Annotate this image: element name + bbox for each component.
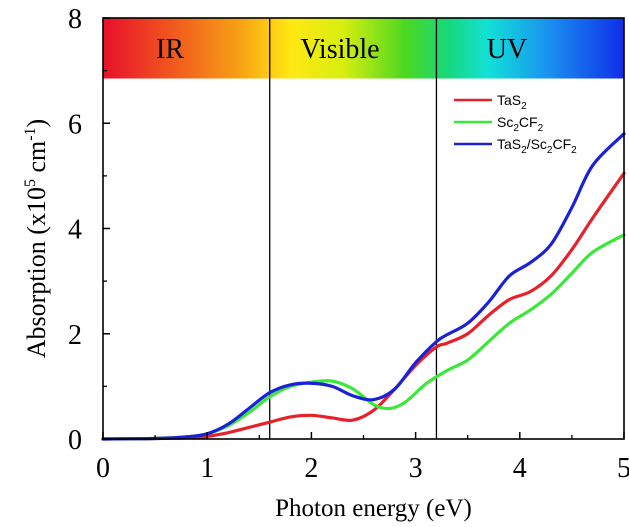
y-tick-label: 0 — [68, 425, 82, 456]
band-label-uv: UV — [487, 34, 527, 65]
x-tick-label: 5 — [617, 453, 629, 484]
x-axis-label: Photon energy (eV) — [275, 495, 472, 522]
band-label-visible: Visible — [300, 34, 379, 65]
legend-entry: TaS2 — [497, 92, 527, 112]
x-tick-label: 3 — [409, 453, 423, 484]
series-line-1 — [101, 171, 626, 441]
x-tick-label: 2 — [304, 453, 318, 484]
plot-frame — [102, 17, 625, 440]
x-tick-label: 0 — [96, 453, 110, 484]
y-tick-label: 2 — [68, 320, 82, 351]
spectrum-band — [103, 18, 624, 79]
y-tick-label: 8 — [68, 4, 82, 35]
x-tick-label: 4 — [513, 453, 527, 484]
y-tick-label: 4 — [68, 215, 82, 246]
band-label-ir: IR — [156, 34, 184, 65]
legend-entry: TaS2/Sc2CF2 — [497, 136, 577, 156]
y-axis-label: Absorption (x105 cm-1) — [22, 119, 51, 358]
y-tick-label: 6 — [68, 109, 82, 140]
legend-entry: Sc2CF2 — [497, 114, 544, 134]
series-line-2 — [101, 233, 626, 441]
series-line-3 — [101, 132, 626, 441]
x-tick-label: 1 — [200, 453, 214, 484]
